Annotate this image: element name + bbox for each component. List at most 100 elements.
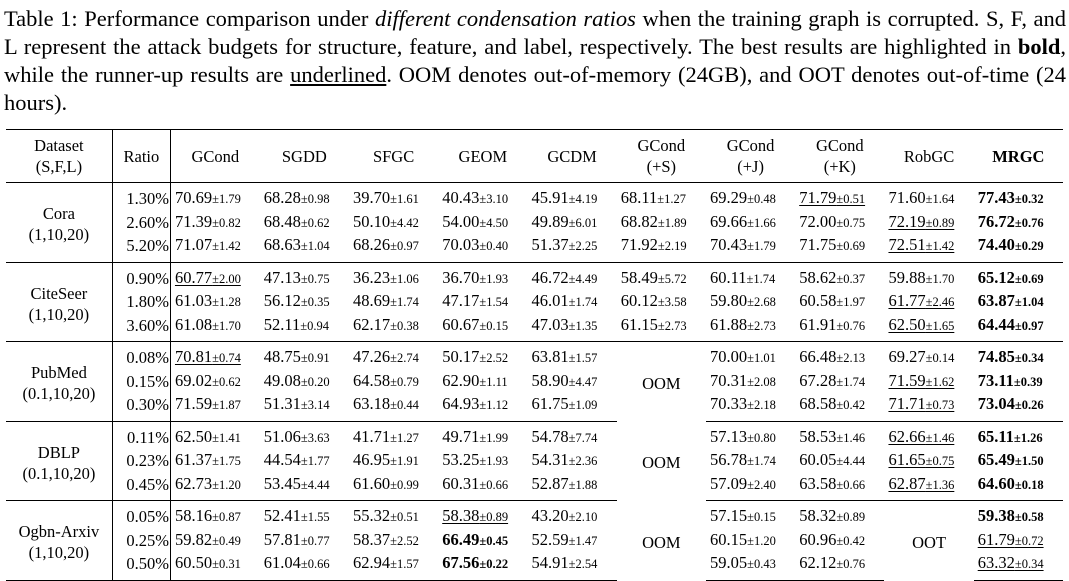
mean-value: 72.51 [888, 235, 926, 254]
std-value: ±0.66 [479, 477, 509, 492]
std-value: ±0.76 [836, 318, 866, 333]
ratio-cell: 0.08% [111, 341, 171, 370]
std-value: ±1.93 [479, 454, 509, 468]
value-cell: 47.13±0.75 [260, 262, 349, 290]
mean-value: 60.05 [799, 450, 837, 469]
mean-value: 69.27 [888, 347, 926, 366]
value-cell: 62.90±1.11 [438, 370, 527, 394]
mean-value: 51.06 [263, 426, 301, 446]
header-ratio: Ratio [111, 129, 171, 183]
value-cell: 62.73±1.20 [169, 472, 260, 501]
value-cell: 47.26±2.74 [349, 342, 438, 370]
mean-value: 64.60 [977, 473, 1015, 493]
value-cell: 62.50±1.65 [884, 313, 974, 342]
value-cell: 51.06±3.63 [260, 421, 349, 449]
std-value: ±2.54 [568, 557, 598, 571]
std-value: ±1.62 [925, 374, 955, 389]
value-cell: 61.65±0.75 [884, 449, 973, 473]
value-cell: 60.31±0.66 [438, 472, 528, 501]
caption-text: . OOM denotes out-of-memory (24GB), and … [4, 62, 1067, 115]
mean-value: 61.79 [977, 529, 1015, 549]
dataset-budget: (1,10,20) [28, 225, 90, 245]
oot-cell: OOT [912, 532, 947, 552]
std-value: ±0.79 [390, 374, 419, 389]
mean-value: 67.56 [442, 553, 480, 572]
header-robgc: RobGC [884, 129, 974, 183]
std-value: ±6.01 [568, 215, 598, 230]
std-value: ±0.98 [300, 192, 330, 206]
value-cell: 61.77±2.46 [884, 290, 973, 314]
mean-value: 59.80 [709, 291, 748, 310]
std-value: ±0.74 [212, 351, 241, 365]
dataset-cell: Cora (1,10,20) [6, 182, 113, 263]
std-value: ±0.43 [747, 557, 776, 571]
std-value: ±1.36 [925, 477, 955, 492]
value-cell: 51.37±2.25 [527, 234, 617, 263]
std-value: ±1.47 [568, 533, 598, 548]
ratio-cell: 5.20% [111, 234, 171, 263]
std-value: ±0.73 [925, 398, 955, 412]
mean-value: 70.81 [174, 347, 213, 366]
value-cell: 36.70±1.93 [438, 262, 527, 290]
mean-value: 65.49 [977, 450, 1015, 469]
value-cell: 59.05±0.43 [705, 552, 796, 581]
std-value: ±2.10 [568, 510, 598, 524]
mean-value: 61.65 [888, 450, 926, 469]
ratio-cell: 0.50% [111, 552, 171, 581]
std-value: ±1.66 [747, 215, 776, 230]
mean-value: 72.19 [888, 211, 926, 231]
mean-value: 58.16 [174, 506, 213, 525]
mean-value: 70.03 [442, 235, 480, 254]
mean-value: 63.32 [977, 553, 1015, 572]
value-cell: 71.79±0.51 [795, 183, 884, 211]
value-cell: 49.71±1.99 [438, 421, 527, 449]
caption-text: Table 1: Performance comparison under [4, 6, 375, 31]
mean-value: 57.09 [709, 473, 748, 493]
mean-value: 46.95 [352, 450, 391, 469]
ratio-cell: 1.30% [111, 182, 171, 211]
mean-value: 70.31 [709, 370, 748, 390]
ratio-cell: 0.90% [111, 262, 171, 290]
value-cell: 61.04±0.66 [259, 552, 349, 581]
std-value: ±1.70 [925, 271, 955, 286]
value-cell: 55.32±0.51 [349, 501, 438, 529]
mean-value: 62.12 [799, 553, 837, 572]
mean-value: 60.15 [709, 529, 748, 549]
std-value: ±1.64 [925, 192, 955, 206]
mean-value: 71.59 [888, 370, 926, 390]
mean-value: 55.32 [352, 506, 391, 525]
value-cell: 50.17±2.52 [438, 342, 527, 370]
value-cell: 63.58±0.66 [795, 472, 885, 501]
header-gcond-k: GCond (+K) [795, 129, 885, 183]
mean-value: 54.00 [442, 211, 480, 231]
value-cell: 53.25±1.93 [438, 449, 527, 473]
mean-value: 58.37 [352, 529, 391, 549]
std-value: ±0.75 [836, 215, 866, 230]
std-value: ±0.39 [1013, 374, 1043, 389]
dataset-name: Cora [42, 204, 75, 224]
mean-value: 61.15 [620, 314, 658, 334]
value-cell: 70.00±1.01 [706, 342, 795, 370]
value-cell: 46.01±1.74 [527, 290, 616, 314]
value-cell: 62.17±0.38 [348, 313, 439, 342]
mean-value: 61.08 [174, 314, 213, 334]
std-value: ±1.87 [212, 398, 241, 412]
value-cell: 68.26±0.97 [348, 234, 439, 263]
std-value: ±0.22 [479, 557, 509, 571]
std-value: ±0.42 [836, 533, 866, 548]
value-cell: 49.89±6.01 [527, 211, 616, 235]
table-row: Cora (1,10,20) 1.30% 70.69±1.79 68.28±0.98 39… [6, 182, 1063, 263]
value-cell: 71.75±0.69 [795, 234, 885, 263]
ratio-cell: 0.11% [111, 421, 171, 449]
std-value: ±1.50 [1014, 454, 1044, 468]
std-value: ±2.18 [747, 398, 776, 412]
mean-value: 61.60 [352, 473, 391, 493]
dataset-budget: (0.1,10,20) [22, 463, 96, 483]
std-value: ±1.42 [212, 239, 241, 253]
std-value: ±0.94 [300, 318, 329, 333]
std-value: ±0.42 [836, 398, 866, 412]
value-cell: 71.07±1.42 [169, 234, 260, 263]
mean-value: 65.12 [977, 267, 1015, 287]
value-cell: 71.92±2.19 [616, 234, 706, 263]
dataset-cell: PubMed (0.1,10,20) [6, 341, 113, 422]
